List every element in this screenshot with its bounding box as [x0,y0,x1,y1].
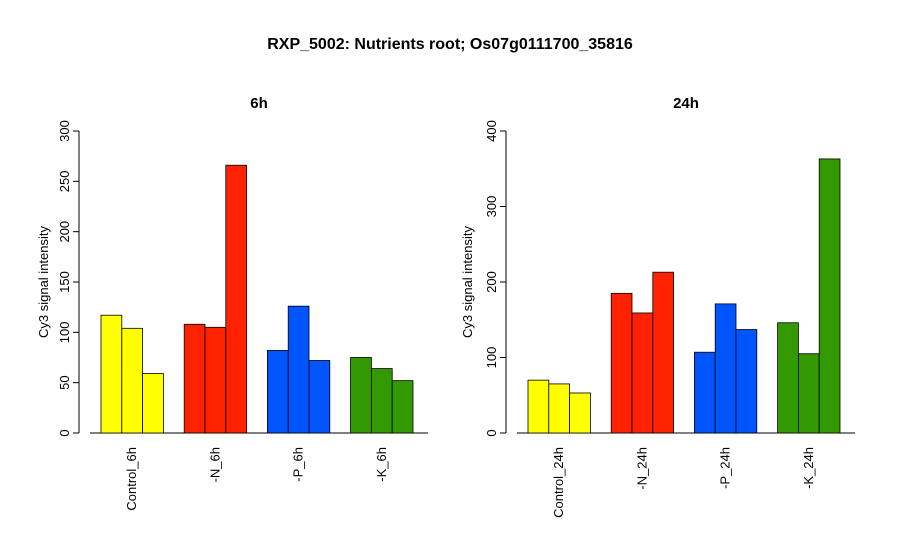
bar-0-0-0 [100,314,123,434]
x-category-label-0-2: -P_6h [291,447,306,482]
bar-1-0-0 [527,379,550,434]
y-tick-label-0-4: 200 [57,221,72,243]
bar-0-2-2 [308,360,331,434]
x-category-label-0-0: Control_6h [124,447,139,511]
bar-1-2-0 [694,351,716,434]
y-tick-label-0-0: 0 [57,429,72,436]
y-tick-label-0-3: 150 [57,271,72,293]
bar-1-1-1 [631,312,654,434]
bar-0-3-1 [370,368,393,434]
bar-1-3-0 [777,322,799,434]
bar-0-1-1 [204,326,227,434]
chart-title: RXP_5002: Nutrients root; Os07g0111700_3… [267,36,633,53]
bar-0-1-2 [225,164,248,434]
y-tick-label-0-6: 300 [57,120,72,142]
x-category-label-1-1: -N_24h [634,447,649,490]
bar-1-0-2 [569,392,591,434]
y-tick-label-1-1: 100 [484,347,499,369]
y-tick-label-1-2: 200 [484,271,499,293]
bar-1-1-0 [610,292,633,434]
x-category-label-0-3: -K_6h [374,447,389,482]
bar-1-3-1 [798,353,820,434]
bar-0-3-0 [350,357,372,434]
x-category-label-1-2: -P_24h [718,447,733,489]
y-axis-title-1: Cy3 signal intensity [460,226,475,338]
y-axis-title-0: Cy3 signal intensity [36,226,51,338]
y-tick-label-1-3: 300 [484,196,499,218]
x-category-label-1-0: Control_24h [551,447,566,518]
x-category-label-1-3: -K_24h [801,447,816,489]
bar-0-1-0 [183,323,206,434]
panel-title-1: 24h [673,95,699,112]
bar-0-3-2 [391,380,414,434]
y-tick-label-0-1: 50 [57,375,72,389]
y-tick-label-0-5: 250 [57,170,72,192]
bar-1-2-1 [714,303,737,434]
y-tick-label-1-4: 400 [484,120,499,142]
bar-0-2-0 [266,350,289,434]
bar-1-2-2 [735,329,758,434]
x-category-label-0-1: -N_6h [207,447,222,482]
y-tick-label-1-0: 0 [484,429,499,436]
y-tick-label-0-2: 100 [57,321,72,343]
bar-1-1-2 [652,271,674,434]
bar-1-3-2 [818,158,841,434]
panel-title-0: 6h [250,95,268,112]
bar-0-2-1 [287,305,310,434]
bar-1-0-1 [548,383,570,434]
bar-0-0-1 [121,327,144,434]
bar-0-0-2 [142,373,164,434]
